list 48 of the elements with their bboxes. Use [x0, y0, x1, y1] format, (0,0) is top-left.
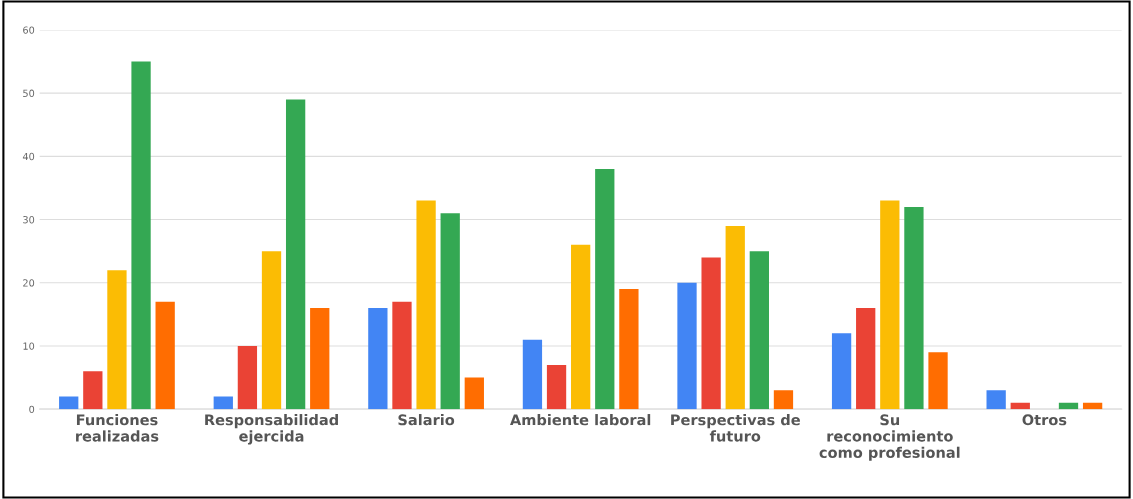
x-tick-label: Responsabilidad ejercida	[205, 414, 338, 445]
bar	[725, 225, 745, 410]
bar	[880, 200, 900, 410]
bar	[619, 289, 639, 410]
bar	[831, 333, 852, 410]
bar	[773, 390, 794, 410]
x-tick-label: Ambiente laboral	[510, 414, 651, 426]
bar	[368, 308, 388, 410]
x-tick-label: Perspectivas de futuro	[671, 414, 800, 442]
x-tick-label: Funciones realizadas	[76, 414, 159, 442]
bar	[571, 244, 591, 410]
bar	[595, 168, 615, 410]
bar	[522, 339, 543, 410]
bar	[107, 270, 127, 410]
bar	[856, 308, 876, 410]
x-tick-label: Salario	[398, 414, 455, 426]
y-tick-label: 60	[23, 26, 35, 34]
bar	[392, 301, 412, 410]
bar	[677, 282, 697, 410]
bar	[237, 345, 258, 410]
y-tick-label: 10	[23, 342, 35, 350]
bar	[904, 206, 924, 410]
bar	[749, 251, 769, 410]
y-tick-label: 30	[23, 216, 35, 224]
bar	[701, 257, 721, 410]
bar	[285, 99, 306, 410]
bar	[59, 396, 79, 410]
y-tick-label: 0	[29, 405, 35, 414]
y-tick-label: 20	[23, 279, 35, 287]
y-tick-label: 40	[22, 152, 35, 161]
bar	[464, 377, 484, 410]
bar	[310, 308, 330, 410]
bar	[928, 352, 948, 410]
x-tick-label: Otros	[1022, 414, 1067, 426]
bar	[1082, 402, 1103, 410]
bar	[83, 371, 103, 410]
bar	[261, 251, 282, 410]
y-tick-label: 50	[23, 89, 35, 97]
x-tick-label: Su reconocimiento como profesional	[819, 414, 960, 461]
bar	[131, 61, 151, 410]
bar	[1010, 402, 1030, 410]
bar	[546, 364, 567, 410]
bar	[213, 396, 233, 410]
bar	[1058, 402, 1079, 410]
bar	[416, 200, 436, 410]
bar	[155, 301, 175, 410]
bar	[986, 390, 1006, 410]
bar	[440, 213, 460, 410]
